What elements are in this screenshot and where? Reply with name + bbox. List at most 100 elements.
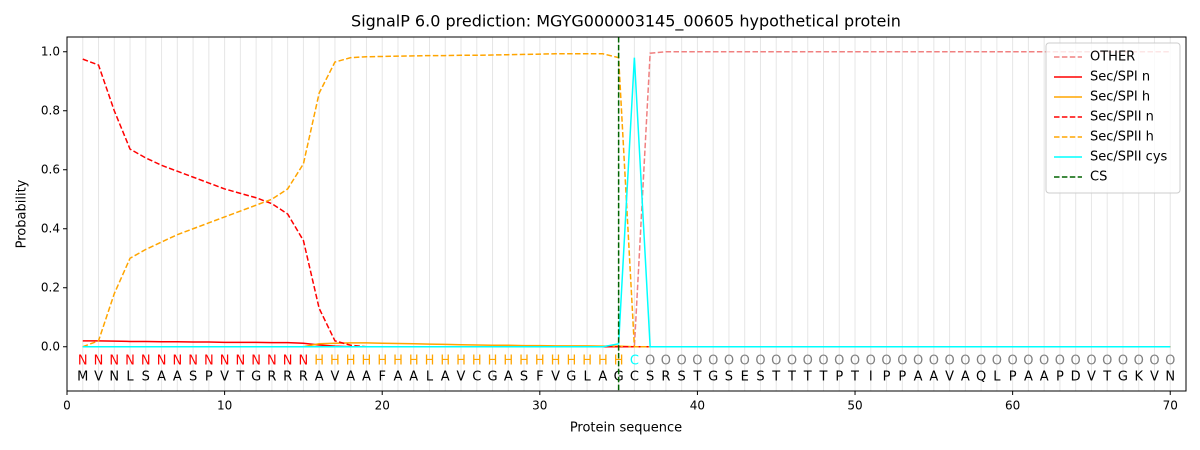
residue-label: N [267, 354, 277, 369]
x-tick-label: 10 [217, 399, 232, 413]
residue: C [630, 370, 639, 385]
residue: A [1024, 370, 1033, 385]
residue-label: N [204, 354, 214, 369]
residue-label: H [598, 354, 608, 369]
residue-label: O [866, 354, 876, 369]
plot-frame [66, 36, 1187, 392]
residue: V [1087, 370, 1096, 385]
residue: S [189, 370, 197, 385]
residue: T [235, 370, 244, 385]
y-tick-label: 0.4 [41, 221, 60, 235]
residue-label: H [582, 354, 592, 369]
residue: T [787, 370, 796, 385]
residue-label: O [692, 354, 702, 369]
residue: S [520, 370, 528, 385]
residue: P [1056, 370, 1064, 385]
residue-label: N [78, 354, 88, 369]
y-tick-label: 0.8 [41, 103, 60, 117]
residue: P [883, 370, 891, 385]
legend-label: Sec/SPI n [1090, 70, 1150, 85]
residue: G [487, 370, 497, 385]
residue-label: O [645, 354, 655, 369]
residue: R [267, 370, 276, 385]
residue: A [362, 370, 371, 385]
residue: A [173, 370, 182, 385]
residue: P [205, 370, 213, 385]
residue-label: H [535, 354, 545, 369]
residue-label: O [1118, 354, 1128, 369]
residue: N [109, 370, 119, 385]
y-tick-label: 0.2 [41, 280, 60, 294]
residue-label: N [94, 354, 104, 369]
x-tick-label: 30 [532, 399, 547, 413]
residue-label: H [409, 354, 419, 369]
residue: A [929, 370, 938, 385]
residue: A [914, 370, 923, 385]
residue: V [945, 370, 954, 385]
legend-label: OTHER [1090, 50, 1135, 65]
residue-label: H [488, 354, 498, 369]
residue: P [835, 370, 843, 385]
residue-label: H [425, 354, 435, 369]
residue: S [646, 370, 654, 385]
x-tick-label: 70 [1163, 399, 1178, 413]
residue: L [126, 370, 134, 385]
residue-label: O [771, 354, 781, 369]
residue: F [378, 370, 385, 385]
residue: S [756, 370, 764, 385]
residue-label: H [377, 354, 387, 369]
residue-label: O [1055, 354, 1065, 369]
residue: R [661, 370, 670, 385]
residue-label: N [157, 354, 167, 369]
residue: L [426, 370, 434, 385]
residue-label: H [440, 354, 450, 369]
residue: M [77, 370, 88, 385]
residue: V [457, 370, 466, 385]
residue: A [157, 370, 166, 385]
residue: P [1009, 370, 1017, 385]
residue-label: O [1008, 354, 1018, 369]
residue: A [1040, 370, 1049, 385]
residue-label: N [220, 354, 230, 369]
residue-label: O [818, 354, 828, 369]
residue-label: O [803, 354, 813, 369]
residue: T [850, 370, 859, 385]
residue-label: H [346, 354, 356, 369]
residue: V [94, 370, 103, 385]
residue-label: C [630, 354, 639, 369]
residue: P [898, 370, 906, 385]
residue: L [993, 370, 1001, 385]
residue: V [1150, 370, 1159, 385]
residue-label: N [141, 354, 151, 369]
residue: L [583, 370, 591, 385]
residue-label: H [519, 354, 529, 369]
residue-label: H [314, 354, 324, 369]
residue-label: O [850, 354, 860, 369]
residue-label: O [1086, 354, 1096, 369]
legend: OTHER Sec/SPI n Sec/SPI h Sec/SPII n Sec/SPI… [1045, 42, 1181, 194]
y-tick-label: 0.6 [41, 162, 60, 176]
residue-label: O [661, 354, 671, 369]
residue-label: N [172, 354, 182, 369]
residue-label: H [503, 354, 513, 369]
residue-label: O [1149, 354, 1159, 369]
legend-label: Sec/SPII h [1090, 130, 1154, 145]
residue: V [330, 370, 339, 385]
residue: Q [976, 370, 986, 385]
residue-label: O [677, 354, 687, 369]
residue-label: O [1134, 354, 1144, 369]
residue-label: O [929, 354, 939, 369]
residue-label: O [992, 354, 1002, 369]
residue: T [692, 370, 701, 385]
residue: A [504, 370, 513, 385]
residue: K [1134, 370, 1143, 385]
residue-label: H [330, 354, 340, 369]
residue: S [678, 370, 686, 385]
residue: G [1118, 370, 1128, 385]
residue: A [441, 370, 450, 385]
legend-box [1045, 42, 1181, 194]
residue-label: N [109, 354, 119, 369]
residue-label: H [393, 354, 403, 369]
y-tick-label: 0.0 [41, 339, 60, 353]
